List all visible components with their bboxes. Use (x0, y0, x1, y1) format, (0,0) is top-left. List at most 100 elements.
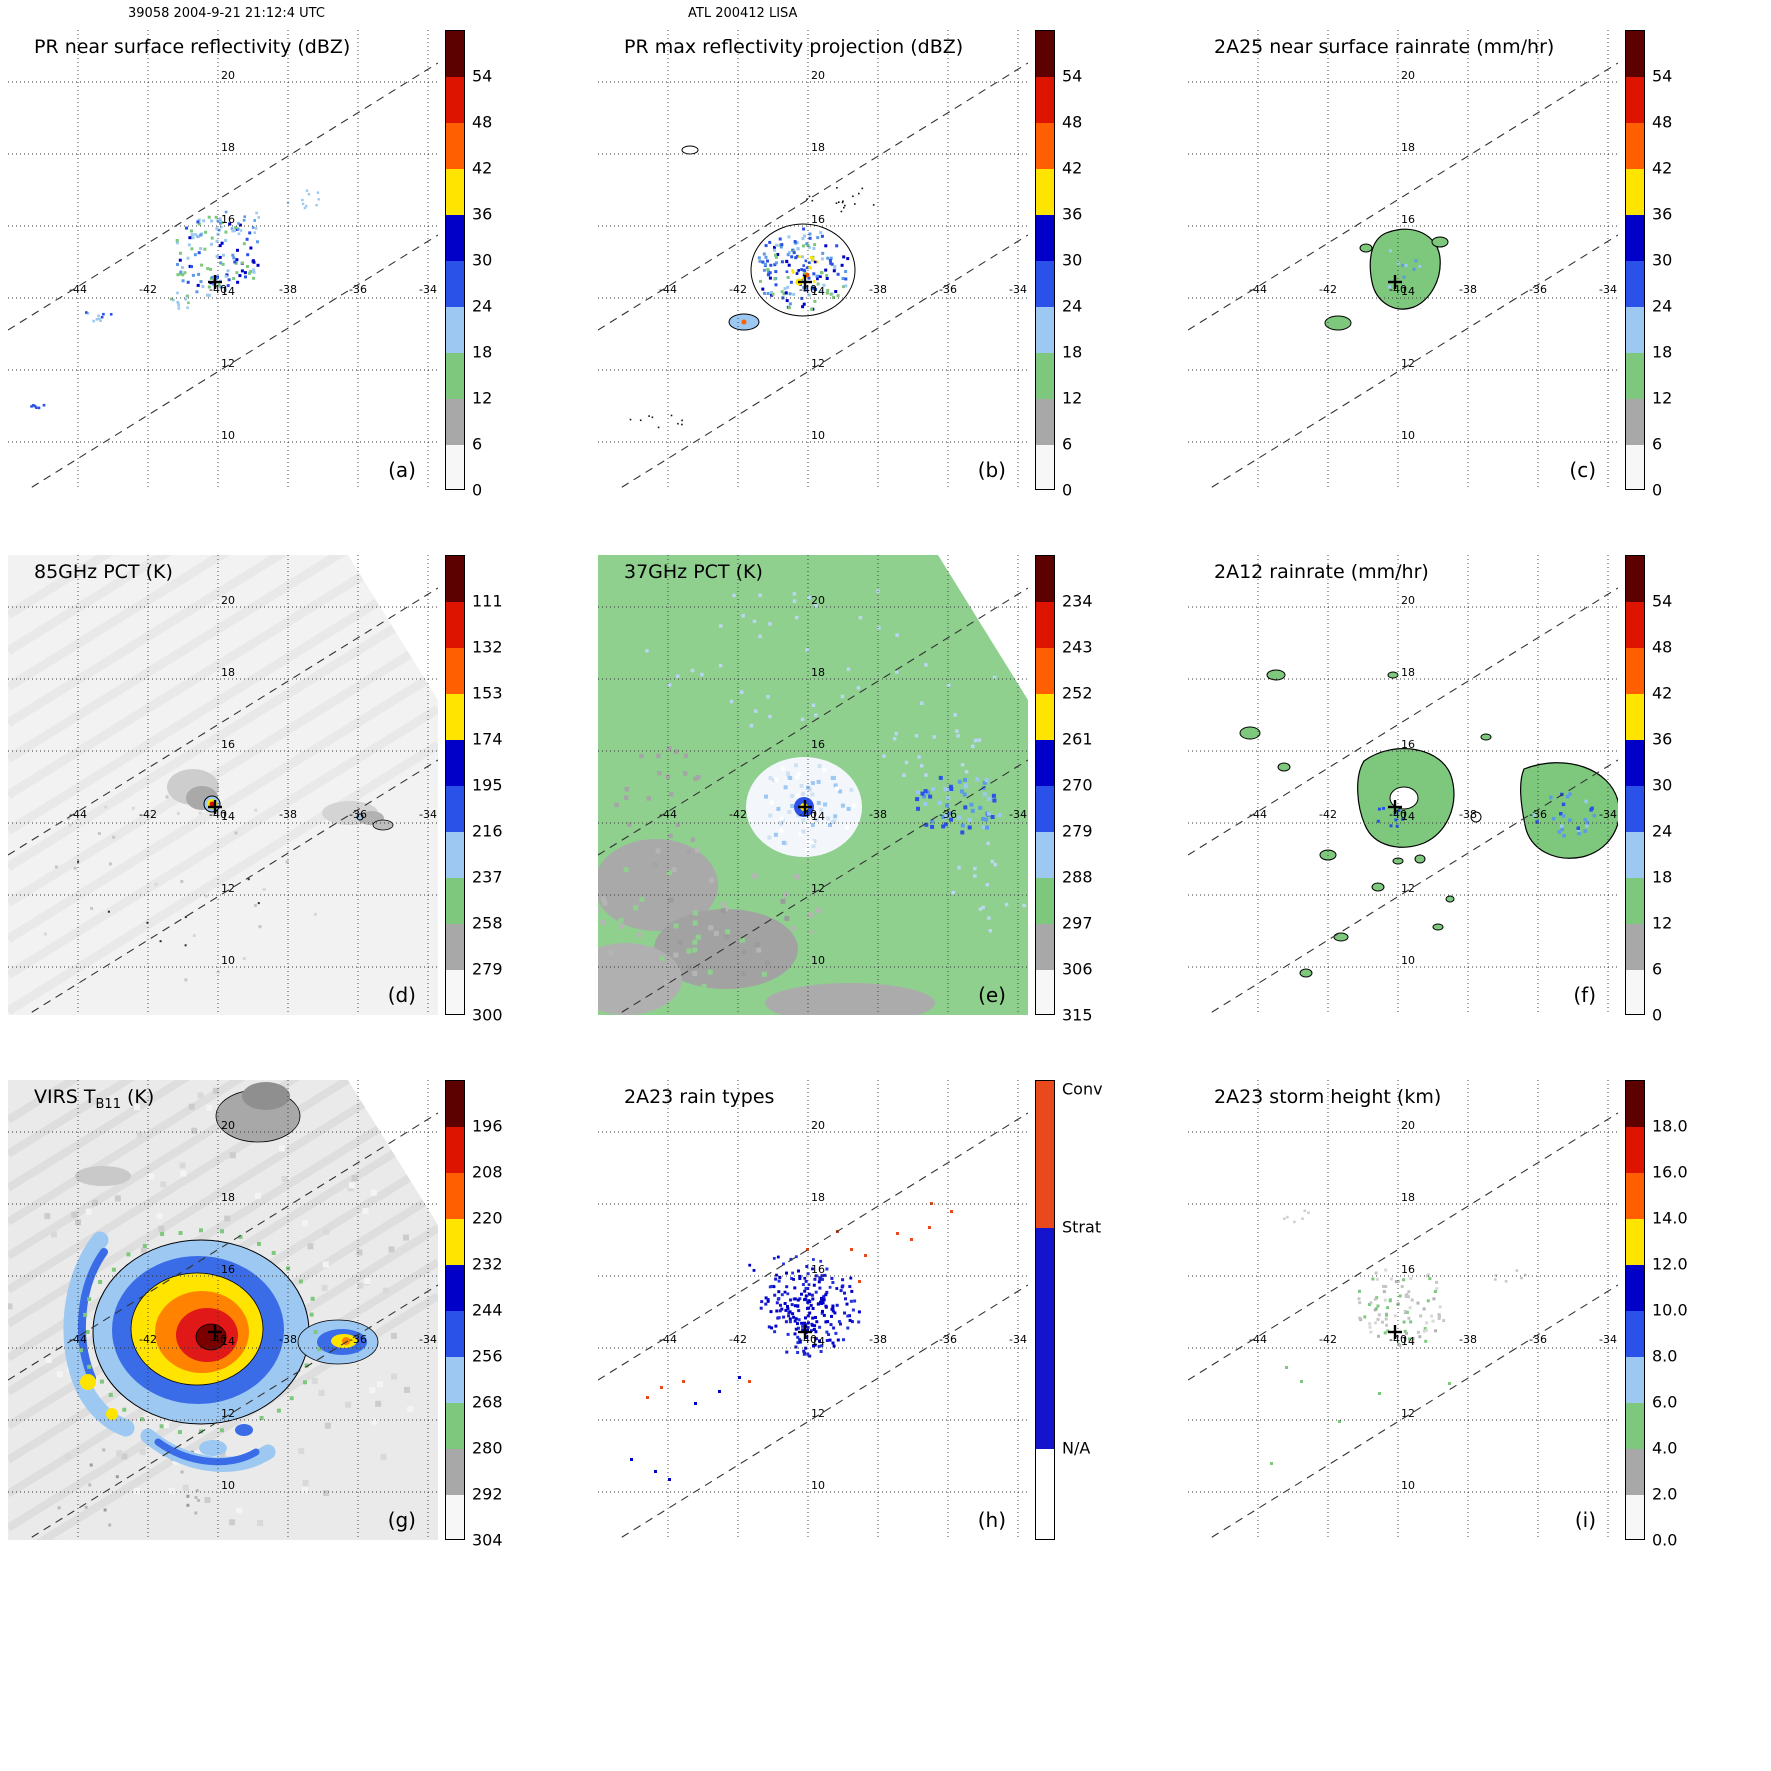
graticule-label: -38 (279, 1333, 297, 1346)
colorbar-segment (1626, 970, 1644, 1014)
colorbar-segment (1626, 169, 1644, 215)
colorbar-segment (1036, 740, 1054, 786)
panel-title: 2A12 rainrate (mm/hr) (1214, 561, 1429, 583)
storm-center-marker (798, 275, 812, 289)
colorbar-tick-label: 216 (472, 821, 503, 841)
colorbar-segment (1626, 1403, 1644, 1449)
colorbar-tick-label: 244 (472, 1300, 503, 1320)
colorbar-segment (446, 602, 464, 648)
graticule-label: 16 (811, 1263, 825, 1276)
colorbar-segment (1036, 1081, 1054, 1228)
graticule-label: -36 (939, 1333, 957, 1346)
storm-center-marker (1388, 275, 1402, 289)
colorbar-segment (1626, 445, 1644, 489)
colorbar-segment (1626, 878, 1644, 924)
graticule: -44 -42 -40 -38 -36 -34 10 12 14 16 18 20 (1188, 1080, 1618, 1540)
colorbar-tick-label: 292 (472, 1484, 503, 1504)
graticule-label: -40 (209, 808, 227, 821)
colorbar-tick-label: 12 (1652, 388, 1673, 408)
map-canvas-a: -44 -42 -40 -38 -36 -34 10 12 14 16 18 20 (8, 30, 438, 490)
colorbar (1625, 1080, 1645, 1540)
graticule-label: 14 (1401, 285, 1415, 298)
graticule-label: 10 (1401, 1479, 1415, 1492)
colorbar-segment (446, 261, 464, 307)
map-f: -44 -42 -40 -38 -36 -34 10 12 14 16 18 20 2A12 rain… (1188, 555, 1618, 1015)
colorbar-tick-label: Conv (1062, 1079, 1103, 1099)
map-canvas-e: -44 -42 -40 -38 -36 -34 10 12 14 16 18 20 (598, 555, 1028, 1015)
colorbar-segment (446, 832, 464, 878)
panel-a: -44 -42 -40 -38 -36 -34 10 12 14 16 18 20 PR near s… (8, 30, 538, 508)
graticule-label: 12 (221, 1407, 235, 1420)
colorbar-tick-label: 30 (1062, 250, 1083, 270)
graticule-label: -44 (659, 808, 677, 821)
colorbar-tick-label: 220 (472, 1208, 503, 1228)
graticule-label: 10 (1401, 954, 1415, 967)
graticule-label: -36 (1529, 808, 1547, 821)
colorbar-segment (446, 1403, 464, 1449)
graticule-label: 12 (1401, 1407, 1415, 1420)
colorbar-tick-label: 24 (1652, 821, 1673, 841)
graticule-label: 18 (811, 666, 825, 679)
colorbar-segment (1036, 31, 1054, 77)
colorbar-segment (1626, 1495, 1644, 1539)
colorbar-tick-label: 18 (1652, 342, 1673, 362)
colorbar-tick-label: 16.0 (1652, 1162, 1688, 1182)
panel-letter: (c) (1569, 458, 1596, 482)
orbit-timestamp: 39058 2004-9-21 21:12:4 UTC (128, 6, 325, 21)
colorbar-tick-label: 300 (472, 1005, 503, 1025)
panel-f: -44 -42 -40 -38 -36 -34 10 12 14 16 18 20 2A12 rain… (1188, 555, 1718, 1033)
graticule-label: 20 (811, 69, 825, 82)
colorbar-tick-label: 36 (1652, 729, 1673, 749)
colorbar-tick-label: 54 (1652, 66, 1673, 86)
graticule-label: 18 (1401, 1191, 1415, 1204)
graticule-label: 18 (811, 141, 825, 154)
graticule-label: -44 (69, 283, 87, 296)
graticule-label: -34 (1599, 1333, 1617, 1346)
graticule-label: -36 (939, 283, 957, 296)
graticule-label: 10 (221, 1479, 235, 1492)
colorbar (445, 555, 465, 1015)
swath-edge-lines (8, 587, 438, 1015)
map-canvas-g: -44 -42 -40 -38 -36 -34 10 12 14 16 18 20 (8, 1080, 438, 1540)
colorbar-tick-label: 288 (1062, 867, 1093, 887)
colorbar-tick-label: 268 (472, 1392, 503, 1412)
panel-e: -44 -42 -40 -38 -36 -34 10 12 14 16 18 20 37GHz PCT… (598, 555, 1128, 1033)
graticule-label: -34 (1009, 283, 1027, 296)
graticule-label: 16 (811, 738, 825, 751)
graticule-label: 14 (811, 1335, 825, 1348)
colorbar-tick-label: 18 (1062, 342, 1083, 362)
graticule-label: -34 (1009, 808, 1027, 821)
colorbar (445, 1080, 465, 1540)
colorbar-segment (1626, 1265, 1644, 1311)
graticule-label: 16 (221, 213, 235, 226)
graticule-label: -42 (139, 283, 157, 296)
graticule-label: -38 (869, 808, 887, 821)
graticule-label: -38 (1459, 1333, 1477, 1346)
panel-title: 2A25 near surface rainrate (mm/hr) (1214, 36, 1555, 58)
colorbar-tick-label: 279 (1062, 821, 1093, 841)
panel-letter: (f) (1573, 983, 1596, 1007)
panel-letter: (i) (1574, 1508, 1596, 1532)
graticule-label: 18 (221, 666, 235, 679)
graticule-label: 10 (221, 429, 235, 442)
storm-center-marker (1388, 800, 1402, 814)
pixel-cluster (1494, 1269, 1527, 1283)
graticule-label: 20 (1401, 69, 1415, 82)
graticule-label: 12 (221, 882, 235, 895)
colorbar-segment (446, 648, 464, 694)
graticule-label: -40 (209, 1333, 227, 1346)
colorbar-tick-label: 24 (1652, 296, 1673, 316)
colorbar-segment (446, 215, 464, 261)
graticule-label: 20 (1401, 1119, 1415, 1132)
colorbar-tick-label: 270 (1062, 775, 1093, 795)
no-data-corner (938, 555, 1028, 700)
colorbar-tick-label: 252 (1062, 683, 1093, 703)
colorbar-segment (1036, 307, 1054, 353)
colorbar-tick-label: 12 (1062, 388, 1083, 408)
map-h: -44 -42 -40 -38 -36 -34 10 12 14 16 18 20 2A23 rain… (598, 1080, 1028, 1540)
no-data-corner (348, 555, 438, 700)
colorbar-tick-label: 208 (472, 1162, 503, 1182)
panel-title: 2A23 rain types (624, 1086, 775, 1108)
graticule-label: -36 (939, 808, 957, 821)
colorbar-segment (446, 1173, 464, 1219)
